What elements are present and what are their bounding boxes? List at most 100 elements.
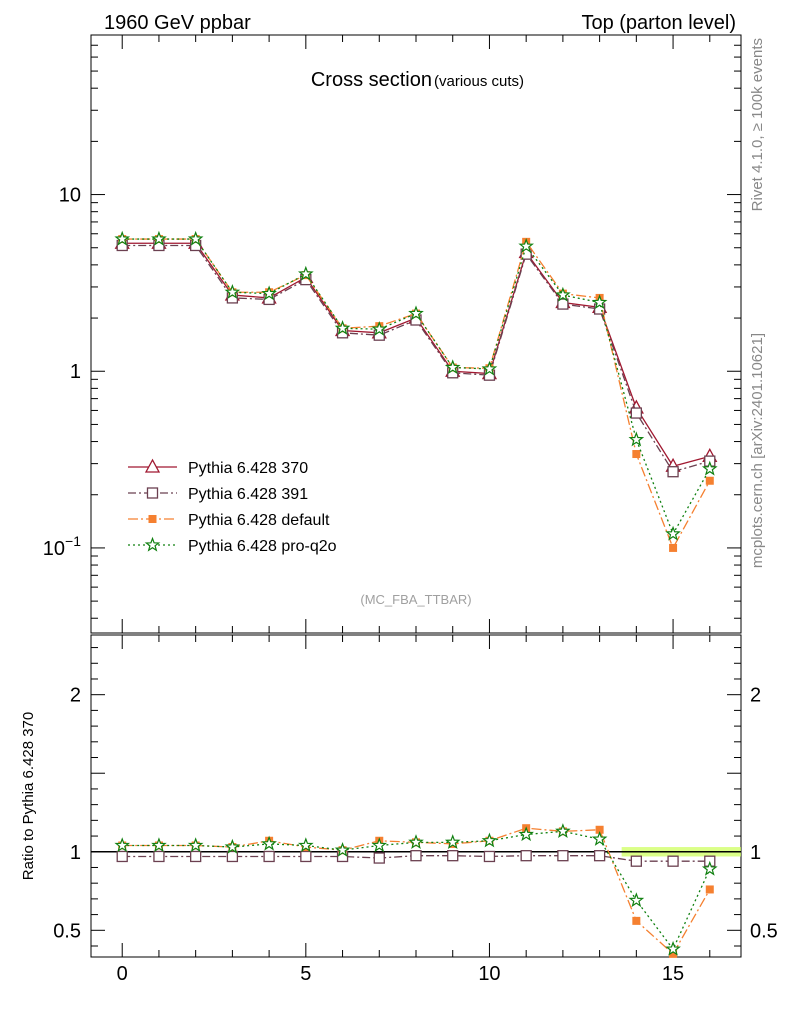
data-point bbox=[371, 837, 388, 853]
data-point bbox=[520, 850, 532, 862]
plot-subtitle: (various cuts) bbox=[434, 73, 524, 90]
ratio-y-tick-label-left: 1 bbox=[70, 842, 81, 864]
legend-item: Pythia 6.428 391 bbox=[128, 486, 308, 503]
data-point bbox=[261, 285, 277, 301]
data-point bbox=[114, 230, 131, 246]
data-point bbox=[334, 320, 351, 335]
y-tick-label: 1 bbox=[70, 361, 81, 383]
data-point bbox=[444, 834, 461, 850]
main-ticks: 10−1 1 10 bbox=[43, 34, 741, 633]
data-point bbox=[632, 916, 641, 925]
data-point bbox=[630, 855, 642, 867]
data-point bbox=[481, 360, 498, 376]
legend-marker bbox=[148, 515, 157, 523]
series-pythia-6-428-pro-q2o bbox=[114, 230, 718, 541]
legend-item: Pythia 6.428 default bbox=[128, 512, 330, 529]
data-point bbox=[667, 855, 679, 867]
data-point bbox=[632, 450, 641, 459]
data-point bbox=[705, 885, 714, 894]
plot-title: Cross section bbox=[311, 69, 432, 91]
y-tick-label: 10 bbox=[59, 185, 81, 207]
data-point bbox=[701, 460, 718, 476]
ratio-ylabel: Ratio to Pythia 6.428 370 bbox=[20, 712, 37, 880]
data-point bbox=[114, 837, 131, 853]
data-point bbox=[591, 294, 608, 310]
x-tick-label: 5 bbox=[300, 963, 311, 985]
data-point bbox=[373, 852, 385, 864]
ratio-series-pythia-6-428-391 bbox=[116, 850, 716, 867]
data-point bbox=[190, 850, 202, 863]
data-point bbox=[667, 466, 679, 478]
x-tick-label: 0 bbox=[117, 963, 128, 985]
ratio-y-tick-label-right: 2 bbox=[750, 685, 761, 707]
data-point bbox=[591, 830, 608, 846]
mcplots-label: mcplots.cern.ch [arXiv:2401.10621] bbox=[749, 333, 766, 568]
data-point bbox=[628, 431, 645, 447]
data-point bbox=[669, 949, 678, 958]
data-point bbox=[187, 230, 204, 246]
data-point bbox=[555, 823, 571, 839]
data-point bbox=[116, 850, 128, 863]
ratio-y-tick-label-left: 0.5 bbox=[53, 920, 81, 942]
legend: Pythia 6.428 370 Pythia 6.428 391 Pythia 6… bbox=[128, 458, 337, 555]
legend-marker bbox=[146, 487, 159, 499]
analysis-watermark: (MC_FBA_TTBAR) bbox=[360, 592, 471, 607]
legend-label: Pythia 6.428 370 bbox=[188, 460, 308, 477]
data-point bbox=[153, 850, 165, 863]
main-panel: 10−1 1 10 Cross section (various cuts) (MC… bbox=[43, 34, 742, 634]
ratio-frame bbox=[90, 634, 742, 958]
data-point bbox=[665, 525, 681, 541]
data-point bbox=[297, 265, 314, 281]
series-line bbox=[122, 238, 711, 536]
data-point bbox=[371, 320, 388, 336]
data-point bbox=[297, 837, 314, 853]
legend-label: Pythia 6.428 default bbox=[188, 512, 330, 529]
data-point bbox=[300, 850, 312, 863]
data-point bbox=[628, 892, 645, 908]
data-point bbox=[555, 286, 571, 302]
header-right: Top (parton level) bbox=[581, 12, 736, 34]
x-tick-label: 10 bbox=[478, 963, 500, 985]
data-point bbox=[481, 832, 498, 848]
data-point bbox=[410, 850, 422, 862]
series-line bbox=[122, 244, 710, 473]
data-point bbox=[518, 237, 535, 253]
data-point bbox=[705, 476, 714, 485]
data-point bbox=[557, 298, 569, 310]
data-point bbox=[226, 850, 239, 863]
ratio-ticks: 0.5 0.5 1 1 2 2 0 5 10 15 bbox=[53, 635, 778, 985]
data-point bbox=[187, 837, 204, 853]
legend-marker bbox=[144, 536, 161, 552]
data-point bbox=[518, 826, 535, 842]
legend-marker bbox=[144, 458, 161, 473]
data-point bbox=[557, 850, 569, 862]
ratio-y-tick-label-left: 2 bbox=[70, 685, 81, 707]
data-point bbox=[334, 841, 351, 857]
data-point bbox=[447, 850, 459, 862]
data-point bbox=[593, 850, 606, 862]
y-tick-label: 10−1 bbox=[43, 533, 81, 560]
ratio-series bbox=[91, 823, 741, 958]
data-point bbox=[261, 835, 277, 851]
data-point bbox=[408, 834, 424, 850]
main-series bbox=[114, 230, 718, 552]
legend-label: Pythia 6.428 pro-q2o bbox=[188, 538, 337, 555]
data-point bbox=[151, 230, 167, 246]
legend-item: Pythia 6.428 pro-q2o bbox=[128, 536, 337, 555]
data-point bbox=[444, 359, 461, 375]
ratio-y-tick-label-right: 1 bbox=[750, 842, 761, 864]
data-point bbox=[630, 407, 642, 419]
data-point bbox=[151, 837, 167, 853]
data-point bbox=[665, 940, 681, 956]
header-left: 1960 GeV ppbar bbox=[104, 12, 251, 34]
data-point bbox=[224, 283, 241, 299]
data-point bbox=[224, 838, 241, 854]
data-point bbox=[483, 850, 496, 863]
series-pythia-6-428-370 bbox=[114, 234, 718, 472]
data-point bbox=[595, 825, 604, 834]
series-line bbox=[122, 242, 710, 467]
data-point bbox=[263, 850, 275, 863]
ratio-panel: 0.5 0.5 1 1 2 2 0 5 10 15 Ratio to Pythia 6.428 3… bbox=[20, 634, 778, 985]
x-tick-label: 15 bbox=[662, 963, 684, 985]
